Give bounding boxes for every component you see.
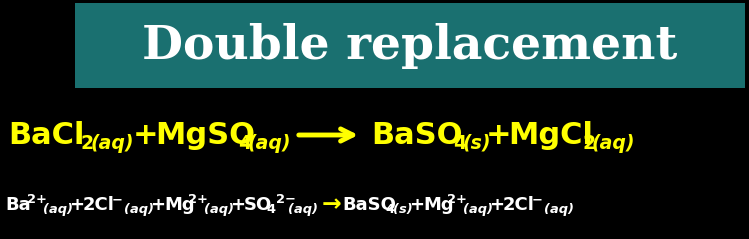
Text: BaSO: BaSO — [342, 196, 396, 214]
Text: MgSO: MgSO — [155, 120, 255, 150]
Text: +: + — [69, 196, 84, 214]
Text: 4: 4 — [238, 134, 251, 153]
Text: +: + — [486, 120, 512, 150]
Text: −: − — [532, 193, 543, 206]
Text: (aq): (aq) — [204, 203, 234, 217]
Text: Mg: Mg — [423, 196, 454, 214]
Text: SO: SO — [244, 196, 272, 214]
Text: (aq): (aq) — [43, 203, 73, 217]
Text: 2+: 2+ — [27, 193, 47, 206]
Text: MgCl: MgCl — [508, 120, 593, 150]
Text: 4: 4 — [266, 203, 275, 217]
Text: 2+: 2+ — [447, 193, 467, 206]
Text: +: + — [409, 196, 424, 214]
Text: 4: 4 — [453, 134, 466, 153]
Text: +: + — [489, 196, 504, 214]
Text: 2+: 2+ — [188, 193, 208, 206]
Text: (aq): (aq) — [463, 203, 493, 217]
Text: (s): (s) — [393, 203, 413, 217]
Text: (aq): (aq) — [544, 203, 574, 217]
Text: +: + — [133, 120, 159, 150]
Text: −: − — [112, 193, 123, 206]
Text: Mg: Mg — [164, 196, 195, 214]
Text: 2: 2 — [81, 134, 94, 153]
Text: Ba: Ba — [5, 196, 31, 214]
Text: →: → — [322, 194, 342, 217]
Text: (aq): (aq) — [248, 134, 291, 153]
Text: 4: 4 — [385, 203, 394, 217]
Text: +: + — [230, 196, 245, 214]
Text: (aq): (aq) — [592, 134, 635, 153]
Text: (aq): (aq) — [91, 134, 135, 153]
Text: +: + — [150, 196, 165, 214]
Text: BaSO: BaSO — [371, 120, 462, 150]
Text: (aq): (aq) — [288, 203, 318, 217]
Text: 2Cl: 2Cl — [83, 196, 115, 214]
Text: (aq): (aq) — [124, 203, 154, 217]
Text: (s): (s) — [463, 134, 491, 153]
Text: BaCl: BaCl — [8, 120, 85, 150]
Text: 2Cl: 2Cl — [503, 196, 535, 214]
Text: Double replacement: Double replacement — [142, 22, 678, 69]
Text: 2: 2 — [582, 134, 595, 153]
FancyBboxPatch shape — [75, 3, 745, 88]
Text: 2−: 2− — [276, 193, 296, 206]
